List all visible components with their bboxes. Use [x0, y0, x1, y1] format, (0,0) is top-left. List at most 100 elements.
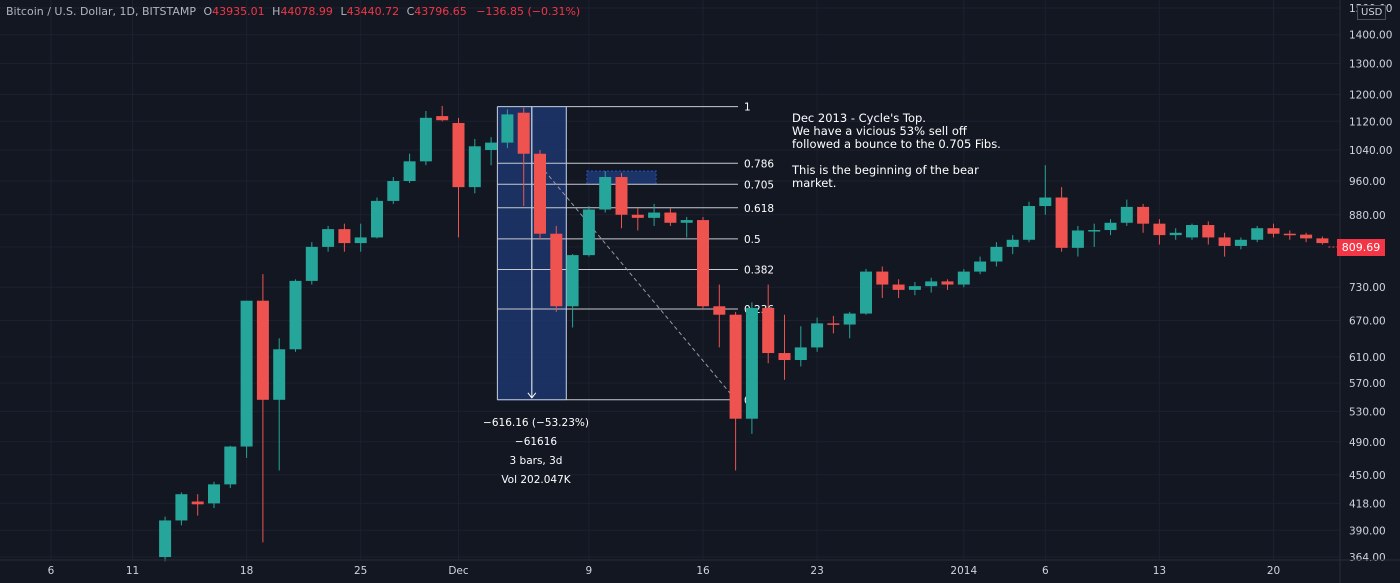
candle: [648, 204, 660, 226]
candle: [567, 254, 579, 327]
candle-body: [257, 301, 269, 400]
candle: [779, 315, 791, 380]
candle-body: [241, 301, 253, 447]
candle: [550, 226, 562, 312]
candle-body: [1268, 228, 1280, 234]
candle-body: [550, 234, 562, 307]
candle: [762, 285, 774, 364]
candle-body: [306, 247, 318, 281]
time-axis[interactable]: 6 11 18 25 Dec 9 16 23 2014 6 13 20: [0, 560, 1400, 577]
candle-body: [1186, 225, 1198, 237]
candle: [681, 217, 693, 237]
candle-body: [1007, 240, 1019, 247]
fib-level-label: 1: [744, 102, 751, 114]
candle-body: [1088, 230, 1100, 232]
candle-body: [616, 177, 628, 215]
candle-body: [436, 116, 448, 120]
x-tick-label: 25: [354, 565, 367, 577]
candle-body: [958, 272, 970, 285]
price-axis[interactable]: 364.00 390.00 418.00 450.00 490.00 530.00 570.…: [1328, 0, 1392, 583]
candle-body: [371, 201, 383, 238]
candle: [1007, 235, 1019, 254]
candle-body: [501, 114, 513, 142]
candle: [208, 482, 220, 508]
candle-body: [420, 118, 432, 162]
candle-body: [1121, 207, 1133, 223]
annotation-text[interactable]: Dec 2013 - Cycle's Top. We have a viciou…: [792, 112, 1001, 190]
candle-body: [1235, 240, 1247, 246]
candle: [942, 279, 954, 290]
y-tick-label: 418.00: [1349, 498, 1386, 510]
measure-volume: Vol 202.047K: [470, 471, 602, 490]
currency-badge[interactable]: USD: [1357, 5, 1386, 20]
candle: [192, 494, 204, 515]
y-tick-label: 1300.00: [1349, 58, 1392, 70]
candle-body: [827, 323, 839, 325]
candle-body: [1023, 206, 1035, 240]
candle-body: [1072, 230, 1084, 247]
fib-level-label: 0.618: [744, 203, 774, 215]
y-tick-label: 670.00: [1349, 315, 1386, 327]
candle-body: [534, 154, 546, 234]
low-value: 43440.72: [347, 5, 400, 18]
candle: [453, 118, 465, 238]
candle-body: [599, 177, 611, 210]
candle: [599, 171, 611, 213]
y-tick-label: 530.00: [1349, 406, 1386, 418]
measure-change: −616.16 (−53.23%) −61616: [470, 414, 602, 452]
candle-body: [469, 146, 481, 187]
candle: [860, 269, 872, 315]
measurement-label: −616.16 (−53.23%) −61616 3 bars, 3d Vol …: [470, 414, 602, 490]
candle-body: [322, 229, 334, 247]
candle: [501, 109, 513, 148]
candle-body: [925, 281, 937, 286]
candle-body: [1300, 235, 1312, 239]
candle: [925, 278, 937, 293]
candle: [371, 198, 383, 239]
x-tick-label: 23: [810, 565, 823, 577]
candle-body: [159, 520, 171, 557]
candle-body: [273, 349, 285, 400]
candle-body: [909, 286, 921, 290]
candle-body: [583, 210, 595, 256]
y-tick-label: 880.00: [1349, 210, 1386, 222]
candle-body: [1219, 237, 1231, 246]
candle-body: [697, 220, 709, 306]
candle-body: [192, 502, 204, 505]
measure-bars: 3 bars, 3d: [470, 452, 602, 471]
candle: [1316, 237, 1328, 245]
candle-body: [1039, 198, 1051, 207]
candle: [616, 173, 628, 228]
candle-body: [1137, 207, 1149, 224]
y-tick-label: 960.00: [1349, 176, 1386, 188]
candle-body: [1153, 224, 1165, 235]
x-tick-label: 20: [1267, 565, 1280, 577]
candle-body: [175, 494, 187, 520]
fib-level-label: 0.5: [744, 234, 761, 246]
candle-body: [1105, 223, 1117, 230]
x-tick-label: 6: [48, 565, 55, 577]
y-tick-label: 1200.00: [1349, 90, 1392, 102]
y-tick-label: 1400.00: [1349, 30, 1392, 42]
candle: [273, 338, 285, 470]
candle: [1186, 224, 1198, 240]
candle-body: [844, 314, 856, 325]
candle: [974, 257, 986, 275]
candle: [436, 106, 448, 121]
candlesticks: [159, 106, 1328, 561]
candle: [1121, 200, 1133, 226]
fib-level-label: 0.705: [744, 179, 774, 191]
candle-body: [1251, 228, 1263, 240]
candle: [827, 316, 839, 334]
close-value: 43796.65: [414, 5, 467, 18]
candle: [1202, 221, 1214, 244]
fib-level-label: 0.382: [744, 265, 774, 277]
candle-body: [1202, 225, 1214, 237]
candle: [844, 312, 856, 338]
chart-header: Bitcoin / U.S. Dollar, 1D, BITSTAMP O439…: [6, 5, 580, 18]
candle: [1137, 204, 1149, 233]
candle: [534, 150, 546, 240]
candle-body: [290, 281, 302, 349]
fib-level-label: 0.786: [744, 158, 774, 170]
